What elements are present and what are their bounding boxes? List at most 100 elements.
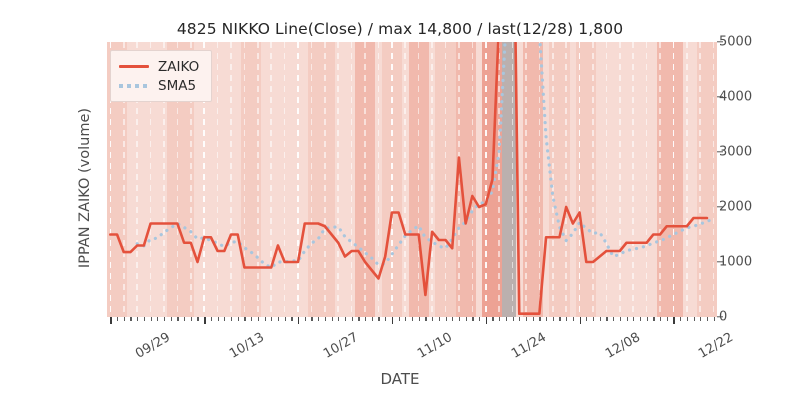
x-tick-minor	[680, 317, 682, 321]
plot-area	[107, 42, 717, 317]
gridline-minor	[404, 42, 407, 317]
x-tick-minor	[458, 317, 461, 321]
x-tick-minor	[217, 317, 219, 321]
x-tick-minor	[244, 317, 246, 321]
x-tick-minor	[338, 317, 340, 321]
gridline-minor	[538, 42, 541, 317]
x-tick-minor	[405, 317, 407, 321]
y-tick-label: 1000	[719, 254, 753, 270]
x-tick-minor	[452, 317, 454, 321]
x-tick-minor	[445, 317, 447, 321]
x-tick-minor	[525, 317, 528, 321]
gridline-minor	[337, 42, 340, 317]
chart-title: 4825 NIKKO Line(Close) / max 14,800 / la…	[176, 20, 624, 38]
y-tick-mark	[717, 206, 723, 208]
highlight-band	[455, 42, 476, 317]
legend-item-zaiko: ZAIKO	[119, 57, 199, 76]
x-tick-minor	[492, 317, 494, 321]
x-axis-title: DATE	[380, 370, 420, 388]
highlight-band	[549, 42, 570, 317]
x-tick-minor	[197, 317, 199, 321]
x-tick-minor	[532, 317, 534, 321]
gridline-minor	[632, 42, 634, 317]
x-tick-minor	[499, 317, 501, 321]
gridline-minor	[511, 42, 514, 317]
x-tick-minor	[552, 317, 554, 321]
x-tick-minor	[251, 317, 253, 321]
x-tick-minor	[344, 317, 347, 321]
x-tick-minor	[257, 317, 259, 321]
x-tick-minor	[660, 317, 662, 321]
x-tick-minor	[706, 317, 709, 321]
x-tick-minor	[117, 317, 119, 321]
x-tick-minor	[432, 317, 434, 321]
y-tick-label: 2000	[719, 199, 753, 215]
highlight-band	[308, 42, 335, 317]
x-tick-minor	[418, 317, 420, 321]
x-tick-label: 10/13	[227, 330, 268, 362]
y-tick-mark	[717, 41, 723, 43]
gridline-minor	[243, 42, 246, 317]
x-tick-major	[391, 317, 394, 324]
x-tick-minor	[465, 317, 467, 321]
gridline-minor	[310, 42, 313, 317]
x-tick-label: 12/08	[602, 330, 643, 362]
legend-item-sma5: SMA5	[119, 76, 199, 95]
x-tick-minor	[177, 317, 179, 321]
gridline-minor	[458, 42, 460, 317]
x-tick-label: 09/29	[133, 330, 174, 362]
x-tick-minor	[586, 317, 588, 321]
gridline-minor	[645, 42, 648, 317]
x-tick-minor	[412, 317, 414, 321]
x-tick-minor	[351, 317, 353, 321]
gridline-minor	[189, 42, 192, 317]
x-tick-minor	[425, 317, 427, 321]
x-tick-minor	[324, 317, 327, 321]
x-tick-minor	[137, 317, 139, 321]
sma5-line	[135, 42, 716, 270]
x-tick-minor	[666, 317, 668, 321]
x-tick-major	[485, 317, 488, 324]
x-tick-minor	[365, 317, 367, 321]
y-tick-mark	[717, 96, 723, 98]
x-tick-minor	[231, 317, 233, 321]
gridline-minor	[176, 42, 179, 317]
gridline-minor	[471, 42, 474, 317]
gridline-minor	[350, 42, 353, 317]
gridline-minor	[377, 42, 380, 317]
x-tick-minor	[385, 317, 387, 321]
x-tick-major	[579, 317, 581, 324]
x-tick-minor	[398, 317, 400, 321]
x-tick-minor	[546, 317, 548, 321]
series-lines	[109, 42, 716, 316]
x-tick-label: 12/22	[696, 330, 737, 362]
x-tick-minor	[686, 317, 689, 321]
x-tick-major	[110, 317, 112, 324]
x-tick-minor	[472, 317, 474, 321]
gridline-minor	[484, 42, 487, 317]
gridline-minor	[619, 42, 621, 317]
x-tick-minor	[592, 317, 595, 321]
y-tick-label: 0	[719, 309, 728, 325]
x-tick-minor	[479, 317, 481, 321]
gridline-minor	[525, 42, 527, 317]
x-tick-minor	[626, 317, 628, 321]
x-tick-minor	[277, 317, 280, 321]
gridline-minor	[216, 42, 219, 317]
gridline-minor	[592, 42, 594, 317]
gridline-minor	[203, 42, 205, 317]
legend-label-zaiko: ZAIKO	[158, 58, 200, 75]
x-tick-minor	[438, 317, 440, 321]
gridline-minor	[283, 42, 286, 317]
gridline-minor	[257, 42, 259, 317]
y-tick-mark	[717, 151, 723, 153]
x-tick-minor	[331, 317, 333, 321]
x-tick-minor	[378, 317, 380, 321]
highlight-band	[656, 42, 684, 317]
x-tick-label: 11/10	[414, 330, 455, 362]
x-tick-minor	[318, 317, 320, 321]
x-tick-minor	[646, 317, 648, 321]
x-tick-minor	[264, 317, 266, 321]
x-tick-minor	[700, 317, 702, 321]
x-tick-minor	[599, 317, 601, 321]
